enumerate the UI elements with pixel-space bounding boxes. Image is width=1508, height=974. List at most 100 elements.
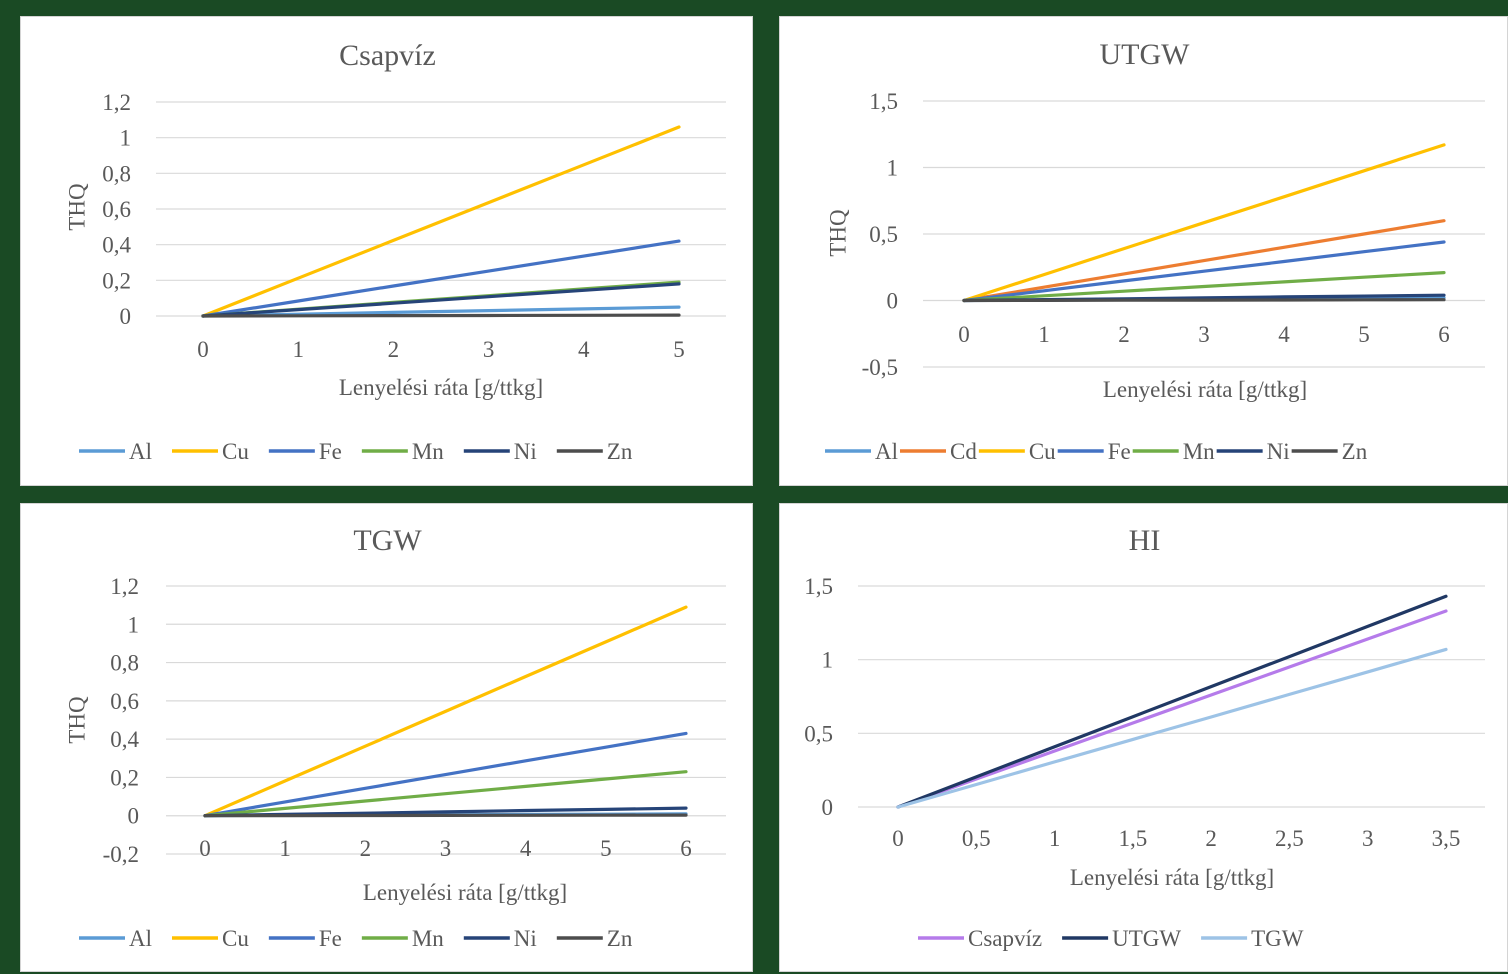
- y-axis-label: THQ: [64, 696, 89, 744]
- x-tick-label: 0: [958, 322, 970, 347]
- series-line-mn: [203, 770, 688, 818]
- legend-label-fe: Fe: [1108, 439, 1131, 464]
- x-tick-label: 1: [292, 337, 304, 362]
- y-tick-label: 1: [120, 126, 132, 151]
- series-line-tgw: [896, 647, 1448, 809]
- y-tick-label: 1,2: [102, 90, 131, 115]
- x-tick-label: 3: [483, 337, 495, 362]
- legend-label-zn: Zn: [1342, 439, 1368, 464]
- legend-label-mn: Mn: [412, 926, 444, 951]
- chart-svg-csapviz: Csapvíz 0 0,2 0,4 0,6 0,8 1 1,2 0 1 2 3 4 5 Lenyelési …: [64, 39, 726, 464]
- legend-label-al: Al: [129, 926, 152, 951]
- x-tick-label: 5: [1358, 322, 1370, 347]
- series-line-cu: [962, 143, 1446, 303]
- chart-svg-tgw: TGW -0,2 0 0,2 0,4 0,6 0,8 1 1,2 0 1 2 3 4 5 6 Lenyelési…: [64, 524, 726, 951]
- chart-panel-csapviz: Csapvíz 0 0,2 0,4 0,6 0,8 1 1,2 0 1 2 3 4 5 Lenyelési …: [20, 16, 753, 486]
- y-tick-label: 1: [887, 156, 899, 181]
- y-tick-label: 0,2: [110, 765, 139, 790]
- series-line-csapviz: [896, 609, 1448, 809]
- legend-label-cu: Cu: [1029, 439, 1056, 464]
- x-tick-label: 5: [673, 337, 685, 362]
- legend-label-cd: Cd: [950, 439, 977, 464]
- series-line-ni: [201, 282, 681, 318]
- legend-label-csapviz: Csapvíz: [968, 926, 1042, 951]
- legend-label-mn: Mn: [1183, 439, 1215, 464]
- x-tick-label: 1: [279, 836, 291, 861]
- x-tick-label: 4: [1278, 322, 1290, 347]
- y-tick-label: 1,5: [804, 574, 833, 599]
- y-tick-label: -0,2: [103, 842, 139, 867]
- x-tick-label: 4: [578, 337, 590, 362]
- series-line-fe: [201, 239, 681, 318]
- chart-panel-hi: HI 0 0,5 1 1,5 0 0,5 1 1,5 2 2,5 3 3,5 Lenyelési ráta…: [779, 503, 1508, 972]
- series-line-zn: [962, 298, 1446, 303]
- x-tick-label: 4: [520, 836, 532, 861]
- series-line-mn: [962, 271, 1446, 303]
- legend-label-al: Al: [875, 439, 898, 464]
- y-tick-label: 1,2: [110, 574, 139, 599]
- chart-title: HI: [1129, 524, 1161, 557]
- y-tick-label: 0,8: [102, 161, 131, 186]
- x-tick-label: 1: [1049, 826, 1061, 851]
- y-tick-label: 1: [822, 648, 834, 673]
- y-tick-label: 0: [120, 304, 132, 329]
- legend-label-fe: Fe: [319, 439, 342, 464]
- y-tick-label: 0,5: [804, 721, 833, 746]
- chart-title: UTGW: [1100, 38, 1191, 71]
- y-tick-label: 0,4: [110, 727, 139, 752]
- legend-label-mn: Mn: [412, 439, 444, 464]
- legend-label-zn: Zn: [607, 926, 633, 951]
- x-tick-label: 0: [892, 826, 904, 851]
- y-tick-label: 0,8: [110, 651, 139, 676]
- x-tick-label: 2: [1118, 322, 1130, 347]
- y-axis-label: THQ: [64, 183, 89, 231]
- series-line-zn: [203, 813, 688, 818]
- legend-label-cu: Cu: [222, 439, 249, 464]
- x-tick-label: 0: [197, 337, 209, 362]
- legend-label-utgw: UTGW: [1112, 926, 1181, 951]
- x-tick-label: 6: [680, 836, 692, 861]
- series-line-cu: [203, 605, 688, 818]
- y-tick-label: 1: [128, 612, 140, 637]
- legend-label-ni: Ni: [1267, 439, 1290, 464]
- chart-svg-utgw: UTGW -0,5 0 0,5 1 1,5 0 1 2 3 4 5 6 Lenyelési ráta [g…: [825, 38, 1485, 464]
- chart-panel-utgw: UTGW -0,5 0 0,5 1 1,5 0 1 2 3 4 5 6 Lenyelési ráta [g…: [779, 16, 1508, 486]
- y-tick-label: -0,5: [862, 355, 898, 380]
- x-tick-label: 2: [1205, 826, 1217, 851]
- y-tick-label: 0,5: [869, 222, 898, 247]
- x-tick-label: 0: [199, 836, 211, 861]
- legend-label-fe: Fe: [319, 926, 342, 951]
- series-line-utgw: [896, 594, 1448, 809]
- x-tick-label: 5: [600, 836, 612, 861]
- x-tick-label: 2,5: [1275, 826, 1304, 851]
- x-tick-label: 3,5: [1432, 826, 1461, 851]
- series-line-fe: [962, 240, 1446, 303]
- series-line-cu: [201, 125, 681, 318]
- chart-title: Csapvíz: [339, 39, 436, 72]
- chart-title: TGW: [353, 524, 422, 557]
- y-tick-label: 0: [887, 289, 899, 314]
- x-tick-label: 2: [388, 337, 400, 362]
- y-tick-label: 0,6: [102, 197, 131, 222]
- legend-label-ni: Ni: [514, 926, 537, 951]
- legend-label-cu: Cu: [222, 926, 249, 951]
- chart-svg-hi: HI 0 0,5 1 1,5 0 0,5 1 1,5 2 2,5 3 3,5 Lenyelési ráta…: [804, 524, 1485, 951]
- x-tick-label: 1: [1038, 322, 1050, 347]
- y-tick-label: 0,4: [102, 233, 131, 258]
- series-line-zn: [201, 313, 681, 318]
- y-tick-label: 0: [822, 795, 834, 820]
- x-tick-label: 1,5: [1118, 826, 1147, 851]
- y-tick-label: 0,6: [110, 689, 139, 714]
- x-tick-label: 0,5: [962, 826, 991, 851]
- x-axis-label: Lenyelési ráta [g/ttkg]: [363, 880, 567, 905]
- x-axis-label: Lenyelési ráta [g/ttkg]: [339, 375, 543, 400]
- legend-label-tgw: TGW: [1251, 926, 1304, 951]
- legend-label-zn: Zn: [607, 439, 633, 464]
- legend-label-al: Al: [129, 439, 152, 464]
- x-tick-label: 2: [360, 836, 372, 861]
- y-tick-label: 1,5: [869, 89, 898, 114]
- x-tick-label: 3: [440, 836, 452, 861]
- x-tick-label: 3: [1362, 826, 1374, 851]
- x-axis-label: Lenyelési ráta [g/ttkg]: [1103, 377, 1307, 402]
- x-tick-label: 3: [1198, 322, 1210, 347]
